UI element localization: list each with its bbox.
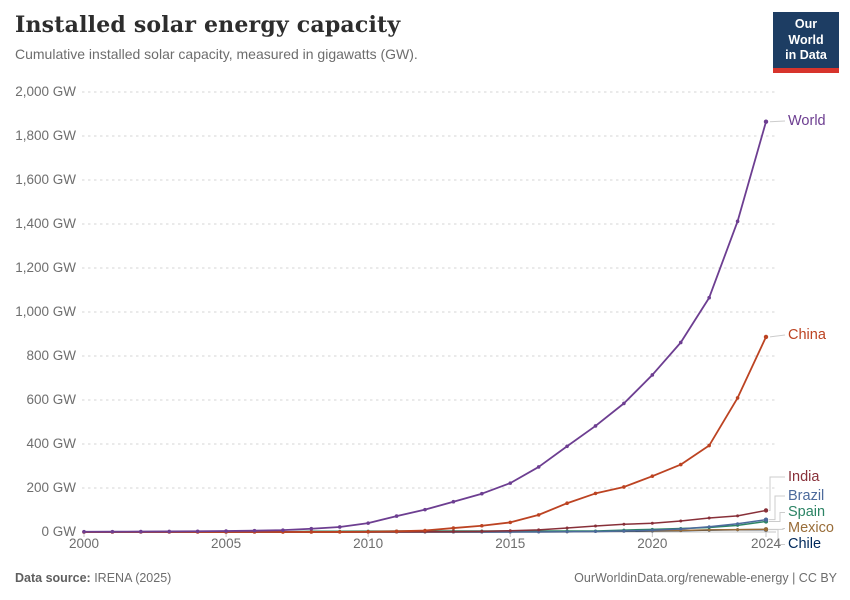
series-label-brazil[interactable]: Brazil	[788, 487, 825, 504]
series-label-india[interactable]: India	[788, 468, 820, 485]
owid-logo-line2: in Data	[785, 48, 827, 63]
y-tick-label: 1,200 GW	[15, 260, 76, 275]
data-source-value: IRENA (2025)	[90, 571, 172, 585]
x-tick-label: 2020	[637, 536, 668, 551]
markers-china	[82, 334, 769, 534]
license-link[interactable]: OurWorldinData.org/renewable-energy | CC…	[574, 571, 837, 585]
label-connector-spain	[769, 512, 785, 522]
chart-subtitle: Cumulative installed solar capacity, mea…	[15, 46, 418, 62]
chart-footer: Data source: IRENA (2025) OurWorldinData…	[15, 571, 837, 585]
x-tick-label: 2015	[495, 536, 526, 551]
series-label-spain[interactable]: Spain	[788, 504, 826, 520]
data-source-text: Data source: IRENA (2025)	[15, 571, 171, 585]
series-label-world[interactable]: World	[788, 112, 826, 129]
series-label-mexico[interactable]: Mexico	[788, 520, 834, 536]
label-connector-world	[769, 120, 786, 123]
series-label-chile[interactable]: Chile	[788, 536, 822, 552]
x-tick-label: 2005	[211, 536, 242, 551]
y-tick-label: 1,000 GW	[15, 304, 76, 319]
markers-world	[82, 119, 769, 534]
line-china[interactable]	[83, 336, 767, 533]
x-tick-label: 2010	[353, 536, 384, 551]
y-tick-label: 800 GW	[26, 348, 76, 363]
label-connector-india	[769, 476, 785, 511]
x-tick-label: 2000	[68, 536, 100, 551]
owid-logo-line1: Our World	[788, 17, 824, 47]
y-tick-label: 400 GW	[26, 436, 76, 451]
chart-title: Installed solar energy capacity	[15, 12, 401, 38]
y-tick-label: 1,400 GW	[15, 216, 76, 231]
label-connector-chile	[769, 529, 785, 545]
data-source-label: Data source:	[15, 571, 91, 585]
y-tick-label: 600 GW	[26, 392, 76, 407]
owid-logo[interactable]: Our World in Data	[773, 12, 839, 73]
y-tick-label: 200 GW	[26, 480, 76, 495]
y-tick-label: 2,000 GW	[15, 84, 76, 99]
y-tick-label: 0 GW	[41, 524, 76, 539]
line-world[interactable]	[83, 121, 767, 533]
series-label-china[interactable]: China	[788, 326, 826, 343]
x-tick-label: 2024	[750, 536, 782, 551]
label-connector-china	[769, 334, 786, 338]
y-tick-label: 1,800 GW	[15, 128, 76, 143]
label-connector-brazil	[769, 495, 785, 521]
y-tick-label: 1,600 GW	[15, 172, 76, 187]
